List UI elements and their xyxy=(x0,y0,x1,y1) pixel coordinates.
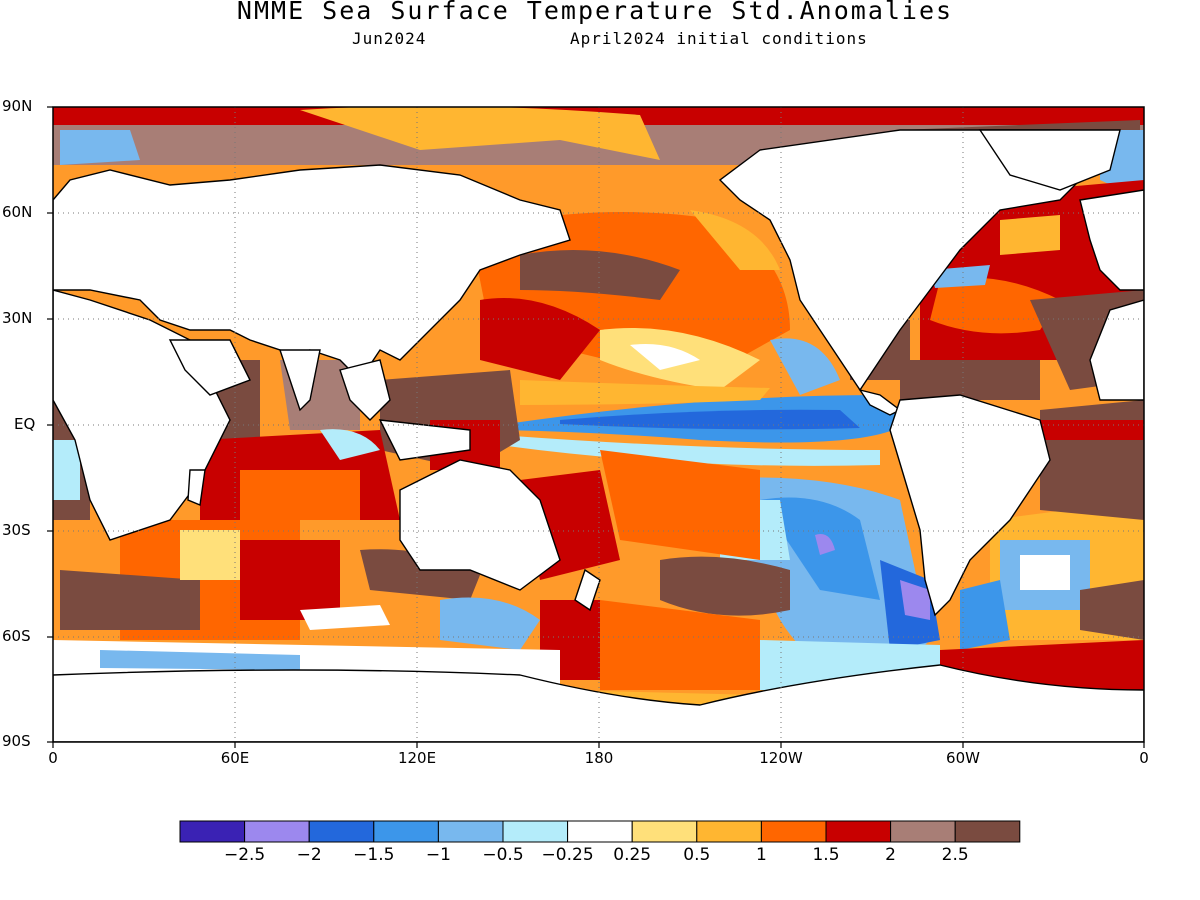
axis-ticks xyxy=(47,106,1145,748)
europe-land xyxy=(1079,189,1144,291)
lon-label-60w: 60W xyxy=(946,749,980,767)
lat-label-90s: 90S xyxy=(2,732,31,750)
greenland-land xyxy=(978,129,1121,191)
colorbar-swatch xyxy=(373,820,439,843)
colorbar-label: −1.5 xyxy=(353,845,395,865)
india-land xyxy=(279,349,321,412)
eurasia-land xyxy=(53,164,571,393)
colorbar-label: 2 xyxy=(885,845,897,865)
colorbar-label: 1 xyxy=(755,845,767,865)
lat-label-60n: 60N xyxy=(2,203,33,221)
forecast-month: Jun2024 xyxy=(352,29,427,48)
colorbar-swatch xyxy=(502,820,569,843)
madagascar-land xyxy=(187,469,206,506)
lat-label-90n: 90N xyxy=(2,97,33,115)
land-masses xyxy=(53,129,1144,742)
antarctica-land xyxy=(53,664,1144,742)
lon-label-0: 0 xyxy=(48,749,58,767)
colorbar-swatch xyxy=(179,820,246,843)
colorbar-label: −1 xyxy=(425,845,451,865)
arabia-land xyxy=(168,339,251,396)
lat-label-60s: 60S xyxy=(2,627,31,645)
lat-label-30s: 30S xyxy=(2,521,31,539)
south-america-land xyxy=(889,394,1051,617)
initial-conditions: April2024 initial conditions xyxy=(570,29,868,48)
lon-label-0-east: 0 xyxy=(1139,749,1149,767)
colorbar-label: 0.5 xyxy=(683,845,711,865)
colorbar-label: −2.5 xyxy=(223,845,266,865)
graticule xyxy=(53,107,1144,742)
anomaly-field xyxy=(53,107,1144,742)
colorbar-swatch xyxy=(567,820,633,843)
colorbar-label: 2.5 xyxy=(941,845,969,865)
colorbar-swatch xyxy=(890,820,956,843)
lat-label-30n: 30N xyxy=(2,309,33,327)
colorbar-swatch xyxy=(308,820,375,843)
australia-land xyxy=(399,459,561,591)
colorbar-swatch xyxy=(244,820,310,843)
colorbar-label: 0.25 xyxy=(613,845,652,865)
colorbar-label: −2 xyxy=(296,845,322,865)
colorbar-label: −0.25 xyxy=(541,845,594,865)
new-zealand-land xyxy=(574,568,601,612)
lon-label-120e: 120E xyxy=(397,749,437,767)
colorbar-swatch xyxy=(825,820,892,843)
colorbar xyxy=(179,820,1021,843)
colorbar-swatch xyxy=(954,820,1021,843)
colorbar-swatch xyxy=(631,820,698,843)
colorbar-label: 1.5 xyxy=(812,845,840,865)
map-title: NMME Sea Surface Temperature Std.Anomali… xyxy=(236,0,954,25)
colorbar-swatch xyxy=(760,820,827,843)
colorbar-label: −0.5 xyxy=(482,845,524,865)
colorbar-swatch xyxy=(437,820,504,843)
lon-label-180: 180 xyxy=(584,749,614,767)
lon-label-60e: 60E xyxy=(220,749,250,767)
lat-label-eq: EQ xyxy=(14,415,36,433)
lon-label-120w: 120W xyxy=(759,749,803,767)
colorbar-swatch xyxy=(696,820,762,843)
